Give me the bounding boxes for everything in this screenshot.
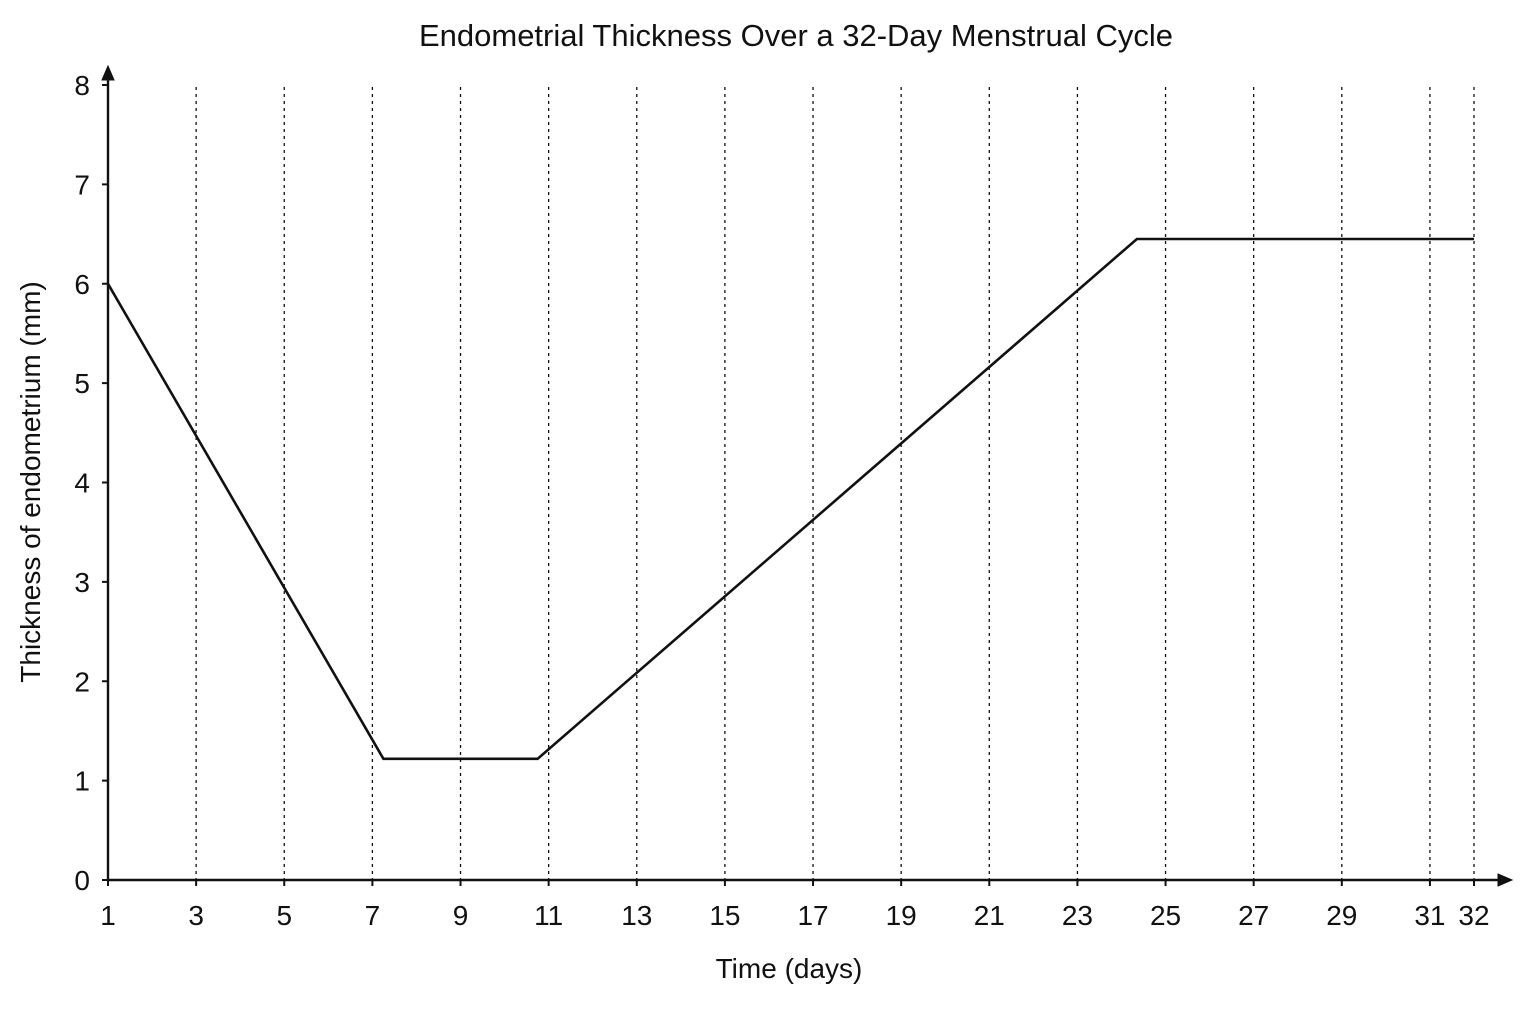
x-tick-label-31: 31 — [1414, 900, 1445, 931]
data-series — [106, 237, 1474, 761]
axes — [101, 64, 1514, 887]
x-tick-label-3: 3 — [188, 900, 204, 931]
y-tick-label-5: 5 — [74, 368, 90, 399]
x-tick-label-9: 9 — [453, 900, 469, 931]
x-tick-label-17: 17 — [797, 900, 828, 931]
x-axis-arrow — [1497, 873, 1514, 887]
y-axis-title: Thickness of endometrium (mm) — [15, 281, 46, 682]
x-tick-label-15: 15 — [709, 900, 740, 931]
chart-title: Endometrial Thickness Over a 32-Day Mens… — [419, 18, 1173, 53]
y-tick-label-3: 3 — [74, 567, 90, 598]
y-tick-label-2: 2 — [74, 666, 90, 697]
grid-lines — [195, 87, 1475, 880]
x-tick-label-23: 23 — [1062, 900, 1093, 931]
x-tick-label-7: 7 — [365, 900, 381, 931]
x-tick-label-19: 19 — [886, 900, 917, 931]
y-tick-label-6: 6 — [74, 269, 90, 300]
y-axis-arrow — [101, 64, 115, 81]
x-tick-label-29: 29 — [1326, 900, 1357, 931]
x-tick-label-13: 13 — [621, 900, 652, 931]
y-tick-label-4: 4 — [74, 468, 90, 499]
x-axis-ticks: 1 3 5 7 9 11 13 15 17 19 21 23 25 27 29 31 32 — [100, 880, 1490, 931]
x-tick-label-5: 5 — [276, 900, 292, 931]
x-tick-label-32: 32 — [1458, 900, 1489, 931]
x-tick-label-21: 21 — [974, 900, 1005, 931]
y-tick-label-1: 1 — [74, 766, 90, 797]
x-tick-label-11: 11 — [534, 900, 563, 931]
y-tick-label-7: 7 — [74, 169, 90, 200]
x-tick-label-27: 27 — [1238, 900, 1269, 931]
series-line-0 — [106, 237, 1474, 761]
y-axis-ticks: 0 1 2 3 4 5 6 7 8 — [74, 70, 108, 896]
x-tick-label-25: 25 — [1150, 900, 1181, 931]
y-tick-label-8: 8 — [74, 70, 90, 101]
x-axis-title: Time (days) — [716, 953, 863, 984]
x-tick-label-1: 1 — [100, 900, 116, 931]
y-tick-label-0: 0 — [74, 865, 90, 896]
